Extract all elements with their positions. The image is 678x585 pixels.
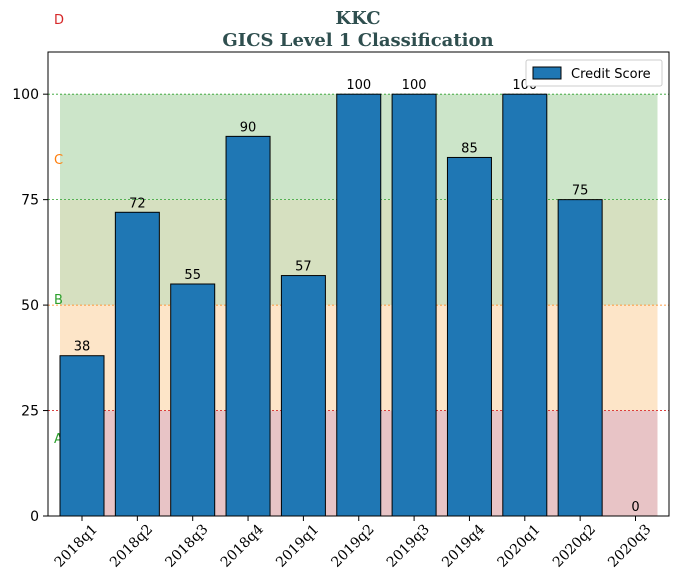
zone-label-c: C (54, 153, 63, 168)
zone-label-a: A (54, 432, 63, 447)
bar-2020q2 (557, 199, 603, 517)
x-tick-label: 2020q2 (550, 522, 599, 571)
x-tick-label: 2018q2 (107, 522, 156, 571)
bar-label-2019q1: 57 (295, 260, 312, 275)
bar-2019q3 (391, 93, 437, 517)
y-tick-label: 75 (21, 193, 39, 209)
legend-swatch (532, 66, 562, 80)
bar-2019q2 (336, 93, 382, 517)
y-tick-label: 25 (21, 404, 39, 420)
x-tick-label: 2018q4 (218, 521, 267, 570)
x-tick-label: 2018q1 (52, 522, 101, 571)
legend: Credit Score (525, 59, 663, 87)
y-axis: 0 25 50 75 100 (12, 87, 48, 525)
y-tick-label: 100 (12, 87, 39, 103)
y-tick-label: 50 (21, 298, 39, 314)
bar-2019q1 (280, 275, 326, 517)
x-tick-label: 2020q1 (494, 522, 543, 571)
y-tick-label: 0 (30, 509, 39, 525)
bar-2020q1 (502, 93, 548, 517)
bar-label-2018q3: 55 (184, 268, 201, 283)
bar-series (59, 93, 603, 517)
bar-label-2018q2: 72 (129, 196, 146, 211)
bar-label-2019q3: 100 (402, 78, 427, 93)
x-tick-label: 2019q1 (273, 522, 322, 571)
x-tick-label: 2019q4 (439, 521, 488, 570)
bar-label-2018q4: 90 (240, 120, 257, 135)
bar-2018q1 (59, 355, 105, 517)
chart-subtitle: GICS Level 1 Classification (222, 30, 493, 51)
legend-label-credit-score: Credit Score (571, 67, 651, 82)
bar-label-2019q4: 85 (461, 141, 478, 156)
bar-2018q2 (114, 211, 160, 517)
x-tick-label: 2018q3 (162, 522, 211, 571)
x-tick-label: 2019q2 (328, 522, 377, 571)
bar-2018q3 (170, 283, 216, 517)
bar-label-2019q2: 100 (346, 78, 371, 93)
bar-2018q4 (225, 135, 271, 517)
x-tick-label: 2020q3 (605, 522, 654, 571)
zone-label-b: B (54, 293, 63, 308)
bar-label-2018q1: 38 (74, 340, 91, 355)
bar-label-2020q3: 0 (631, 500, 639, 515)
bar-label-2020q2: 75 (572, 184, 589, 199)
chart-title: KKC (335, 8, 380, 29)
x-tick-label: 2019q3 (384, 522, 433, 571)
zone-label-d: D (54, 13, 64, 28)
x-axis: 2018q1 2018q2 2018q3 2018q4 2019q1 2019q2 2019… (52, 516, 654, 571)
bar-2019q4 (446, 156, 492, 517)
